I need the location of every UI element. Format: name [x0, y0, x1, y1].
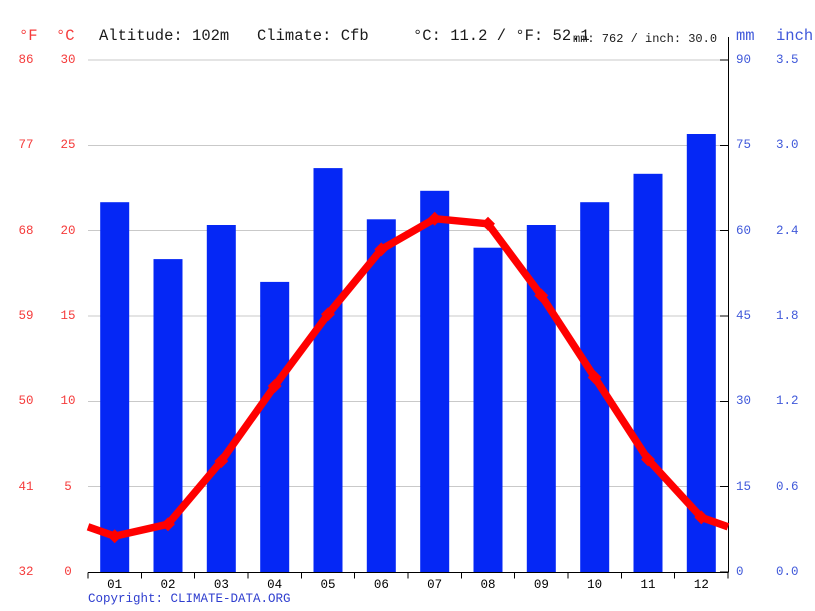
temperature-point — [534, 288, 549, 303]
left-axis-unit-celsius: °C — [56, 27, 75, 45]
tick-label-celsius: 20 — [60, 223, 76, 238]
temperature-point — [427, 211, 442, 226]
tick-label-fahrenheit: 77 — [18, 138, 34, 153]
climate-class-label: Climate: Cfb — [257, 27, 369, 45]
tick-label-mm: 30 — [736, 394, 752, 409]
month-label: 04 — [267, 578, 283, 592]
month-label: 12 — [693, 578, 709, 592]
tick-label-mm: 45 — [736, 309, 752, 323]
temperature-point — [374, 242, 389, 257]
right-axis-unit-mm: mm — [736, 27, 755, 45]
precip-bar — [313, 168, 343, 572]
tick-label-mm: 90 — [736, 53, 752, 67]
grid-lines — [88, 59, 728, 488]
precipitation-summary-label: mm: 762 / inch: 30.0 — [573, 32, 718, 46]
tick-label-fahrenheit: 59 — [18, 309, 34, 323]
tick-label-celsius: 25 — [60, 138, 76, 153]
tick-label-inch: 1.2 — [776, 394, 799, 409]
tick-label-celsius: 0 — [64, 565, 72, 579]
month-label: 11 — [640, 578, 656, 592]
tick-label-fahrenheit: 50 — [18, 394, 34, 409]
month-label: 08 — [480, 578, 496, 592]
right-axis-unit-inch: inch — [776, 27, 814, 45]
left-axis-unit-fahrenheit: °F — [19, 27, 38, 45]
temperature-line — [86, 214, 730, 540]
tick-label-fahrenheit: 41 — [18, 479, 34, 494]
precip-bar — [206, 225, 236, 572]
month-label: 10 — [587, 578, 603, 592]
temperature-point — [641, 452, 655, 467]
temperature-point — [481, 216, 495, 231]
x-axis — [87, 572, 729, 579]
copyright-link[interactable]: CLIMATE-DATA.ORG — [170, 592, 291, 606]
tick-label-mm: 75 — [736, 138, 752, 153]
temperature-point — [321, 307, 335, 322]
month-label: 06 — [373, 578, 389, 592]
tick-label-fahrenheit: 68 — [18, 223, 34, 238]
tick-label-fahrenheit: 32 — [18, 565, 34, 579]
copyright-label: Copyright: — [88, 592, 164, 606]
copyright: Copyright: CLIMATE-DATA.ORG — [88, 592, 291, 607]
precip-bar — [686, 134, 716, 572]
tick-label-inch: 2.4 — [776, 223, 799, 238]
month-label: 05 — [320, 578, 336, 592]
tick-label-inch: 3.5 — [776, 53, 799, 67]
month-label: 02 — [160, 578, 176, 592]
altitude-label: Altitude: 102m — [99, 27, 230, 45]
month-label: 03 — [213, 578, 229, 592]
tick-label-celsius: 5 — [64, 479, 72, 494]
temperature-point — [214, 454, 229, 469]
tick-label-mm: 60 — [736, 223, 752, 238]
precip-bar — [420, 190, 450, 573]
month-label: 01 — [107, 578, 123, 592]
temperature-point — [694, 510, 709, 525]
tick-label-inch: 0.0 — [776, 565, 799, 579]
temperature-point — [587, 370, 602, 385]
temperature-summary-label: °C: 11.2 / °F: 52.1 — [413, 27, 590, 45]
precip-bar — [366, 219, 396, 573]
temperature-point — [107, 529, 122, 544]
tick-label-inch: 1.8 — [776, 309, 799, 323]
tick-label-fahrenheit: 86 — [18, 53, 34, 67]
tick-label-mm: 0 — [736, 565, 744, 579]
tick-label-celsius: 10 — [60, 394, 76, 409]
month-label: 09 — [533, 578, 549, 592]
right-axis — [720, 37, 729, 573]
tick-label-inch: 3.0 — [776, 138, 799, 153]
precip-bar — [473, 247, 503, 572]
tick-label-celsius: 30 — [60, 53, 76, 67]
precip-bar — [260, 281, 290, 572]
tick-label-celsius: 15 — [60, 309, 76, 323]
temperature-point — [161, 517, 175, 532]
tick-label-mm: 15 — [736, 479, 752, 494]
month-label: 07 — [427, 578, 443, 592]
precip-bar — [100, 202, 130, 572]
precip-bars — [100, 134, 716, 573]
precip-bar — [633, 173, 663, 573]
tick-label-inch: 0.6 — [776, 479, 799, 494]
temperature-point — [267, 379, 282, 393]
